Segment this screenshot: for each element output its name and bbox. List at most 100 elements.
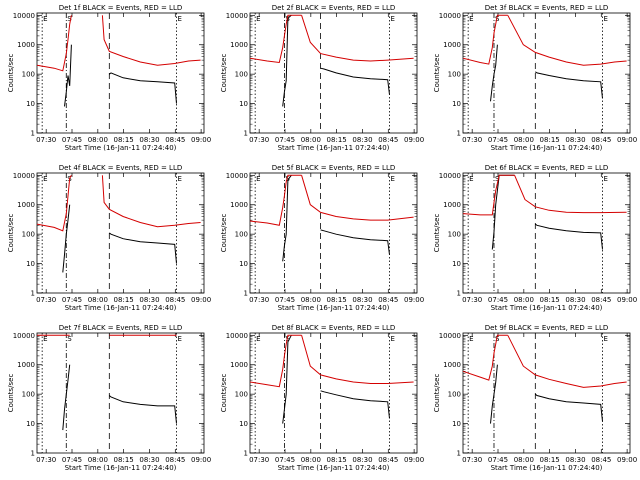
y-tick-label: 100 [235,231,248,239]
marker-label: E [43,175,47,183]
series-lld-line [249,174,302,226]
series-lld-line [462,174,515,216]
y-tick-label: 10000 [226,12,248,20]
panel-title: Det 7f BLACK = Events, RED = LLD [59,324,182,332]
y-tick-label: 10000 [13,12,35,20]
plot-frame [462,332,631,454]
plot-frame [249,12,418,134]
x-axis-label: Start Time (16-Jan-11 07:24:40) [491,144,603,152]
y-tick-label: 1000 [17,41,35,49]
y-tick-label: 1000 [443,201,461,209]
marker-label: E [603,335,607,343]
x-tick-label: 08:30 [565,456,585,464]
marker-label: S [495,15,500,23]
x-tick-label: 07:30 [462,136,482,144]
x-tick-label: 08:15 [114,296,134,304]
y-tick-label: 1 [244,290,248,298]
panel-title: Det 8f BLACK = Events, RED = LLD [272,324,395,332]
marker-label: E [177,335,181,343]
marker-label: E [43,335,47,343]
x-tick-label: 07:30 [36,296,56,304]
y-tick-label: 10 [239,100,248,108]
y-tick-label: 100 [448,231,461,239]
x-tick-label: 07:30 [36,456,56,464]
y-tick-label: 10 [452,420,461,428]
y-tick-label: 10 [26,260,35,268]
x-tick-label: 08:15 [114,456,134,464]
x-axis-label: Start Time (16-Jan-11 07:24:40) [65,464,177,472]
y-tick-label: 10 [26,100,35,108]
y-axis-label: Counts/sec [220,374,228,413]
x-tick-label: 08:15 [327,296,347,304]
marker-label: E [603,175,607,183]
y-tick-label: 1 [31,450,35,458]
series-events-line [62,204,71,273]
series-events-line [282,175,292,262]
x-tick-label: 08:00 [301,136,321,144]
y-tick-label: 1 [457,290,461,298]
panel-det-2: Det 2f BLACK = Events, RED = LLD 1 10 100 10… [220,4,424,152]
x-tick-label: 09:00 [191,136,211,144]
x-tick-label: 08:30 [565,296,585,304]
series-events-line [535,223,603,250]
marker-label: S [495,175,500,183]
marker-label: E [256,335,260,343]
x-tick-label: 08:15 [540,456,560,464]
panel-det-5: Det 5f BLACK = Events, RED = LLD 1 10 100 10… [220,164,424,312]
y-tick-label: 1000 [443,361,461,369]
x-tick-label: 07:30 [249,296,269,304]
panel-title: Det 2f BLACK = Events, RED = LLD [272,4,395,12]
y-tick-label: 1000 [443,41,461,49]
y-tick-label: 1000 [230,41,248,49]
series-lld-line [301,335,414,384]
x-tick-label: 08:15 [540,136,560,144]
series-lld-line [249,334,302,388]
x-tick-label: 07:45 [488,136,508,144]
x-tick-label: 08:45 [591,296,611,304]
panel-title: Det 3f BLACK = Events, RED = LLD [485,4,608,12]
x-tick-label: 09:00 [617,456,637,464]
series-events-line [282,335,292,424]
y-tick-label: 100 [235,391,248,399]
x-tick-label: 08:30 [352,136,372,144]
y-tick-label: 10 [239,260,248,268]
series-events-line [320,67,390,95]
panel-title: Det 1f BLACK = Events, RED = LLD [59,4,182,12]
x-tick-label: 09:00 [404,136,424,144]
x-axis-label: Start Time (16-Jan-11 07:24:40) [491,304,603,312]
x-tick-label: 08:45 [378,136,398,144]
series-lld-line [507,335,627,388]
x-tick-label: 09:00 [404,456,424,464]
marker-label: E [603,15,607,23]
x-tick-label: 07:30 [249,136,269,144]
series-lld-line [36,15,72,72]
marker-label: E [256,175,260,183]
marker-label: S [285,175,290,183]
marker-label: E [390,15,394,23]
panel-det-1: Det 1f BLACK = Events, RED = LLD 1 10 100 10… [7,4,211,152]
marker-label: E [469,335,473,343]
y-axis-label: Counts/sec [220,54,228,93]
x-tick-label: 08:30 [139,456,159,464]
x-tick-label: 07:45 [62,136,82,144]
x-tick-label: 08:00 [514,456,534,464]
y-tick-label: 10000 [13,172,35,180]
panel-det-6: Det 6f BLACK = Events, RED = LLD 1 10 100 10… [433,164,637,312]
y-axis-label: Counts/sec [7,214,15,253]
y-tick-label: 1 [244,130,248,138]
series-events-line [108,232,177,264]
y-tick-label: 10000 [226,332,248,340]
y-tick-label: 1000 [17,201,35,209]
marker-label: E [390,335,394,343]
x-tick-label: 08:30 [352,296,372,304]
series-lld-line [301,15,414,62]
y-tick-label: 1000 [230,201,248,209]
x-tick-label: 07:45 [488,456,508,464]
panel-det-8: Det 8f BLACK = Events, RED = LLD 1 10 100 10… [220,324,424,472]
x-tick-label: 08:30 [352,456,372,464]
marker-label: E [43,15,47,23]
series-events-line [108,72,177,104]
x-tick-label: 07:30 [249,456,269,464]
series-lld-line [507,15,627,66]
x-tick-label: 07:45 [62,296,82,304]
